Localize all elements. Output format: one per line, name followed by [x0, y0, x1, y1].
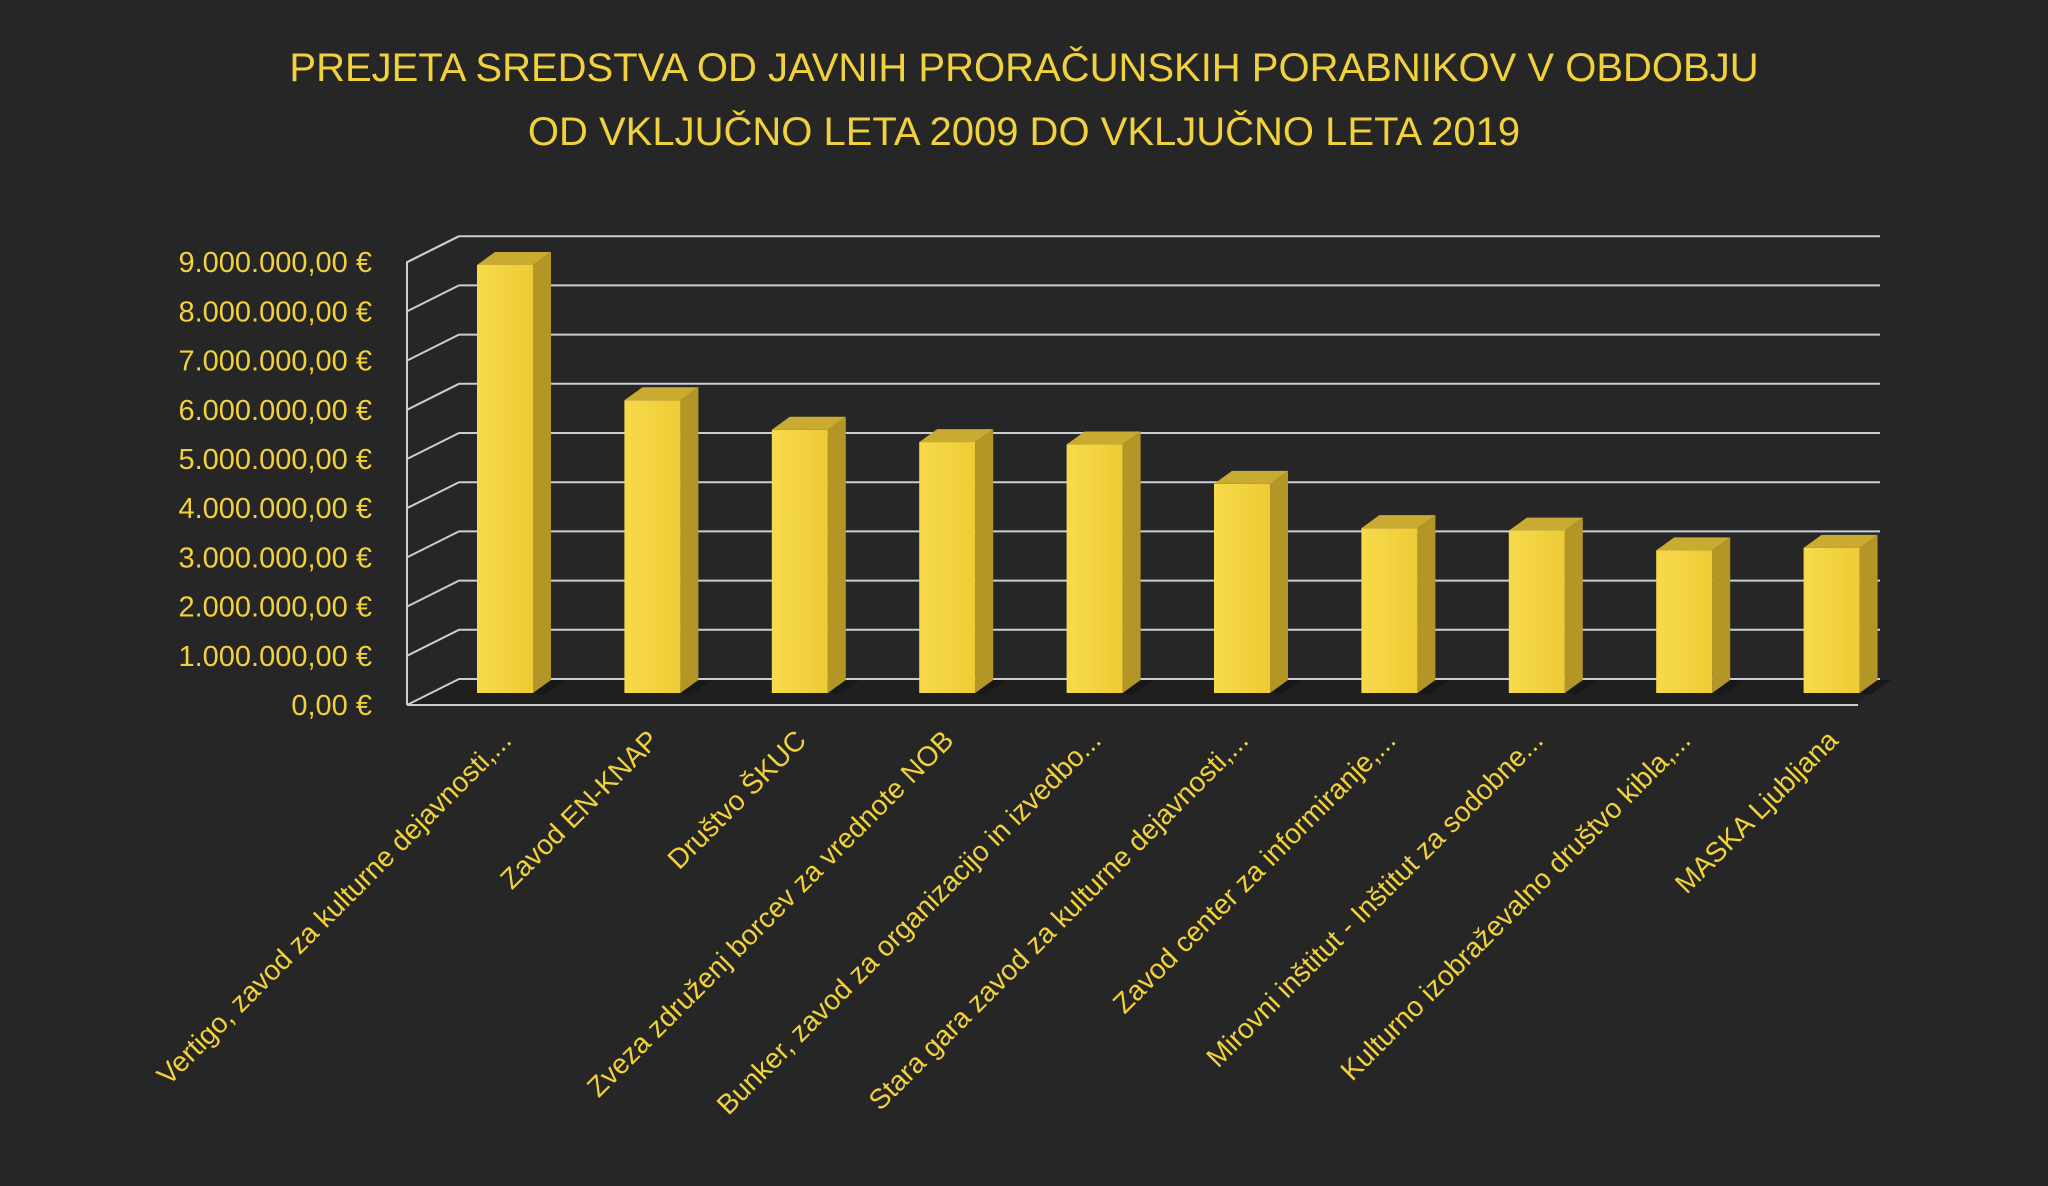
bar-side [680, 387, 699, 693]
y-tick-label: 9.000.000,00 € [178, 247, 372, 279]
y-tick-label: 7.000.000,00 € [178, 346, 372, 378]
x-tick-label: MASKA Ljubljana [1669, 724, 1844, 899]
y-tick-label: 6.000.000,00 € [178, 395, 372, 427]
bar-top [1656, 537, 1731, 551]
bar-top [1214, 470, 1288, 484]
x-tick-label: Mirovni inštitut - Inštitut za sodobne..… [1200, 724, 1549, 1073]
bar-shadow [1859, 680, 1892, 695]
bar-top [1066, 431, 1141, 445]
bar-top [919, 429, 994, 443]
bar-top [477, 251, 551, 265]
y-tick-label: 0,00 € [291, 690, 372, 722]
bar [477, 251, 565, 695]
gridline [406, 432, 1880, 460]
bar-front [477, 264, 533, 693]
bars [477, 251, 1892, 695]
bar [1066, 431, 1155, 695]
bar-shadow [680, 680, 713, 695]
bar-shadow [1712, 680, 1745, 695]
bar [771, 416, 860, 695]
bar-shadow [1122, 680, 1155, 695]
bar-side [1712, 537, 1731, 693]
bar-shadow [1417, 680, 1450, 695]
y-tick-label: 3.000.000,00 € [178, 542, 372, 574]
bar-top [1803, 534, 1878, 548]
bar-side [1859, 534, 1878, 693]
bar-shadow [533, 680, 565, 695]
bar-front [1803, 547, 1860, 693]
bar-front [771, 429, 828, 693]
bar-front [1361, 528, 1418, 693]
bar-top [771, 416, 846, 430]
bar-shadow [1270, 680, 1302, 695]
bar-front [1066, 444, 1123, 693]
x-tick-label: Zavod center za informiranje,... [1107, 724, 1402, 1019]
bar-front [1214, 483, 1270, 693]
chart-title: PREJETA SREDSTVA OD JAVNIH PRORAČUNSKIH … [289, 45, 1758, 154]
bar [919, 429, 1008, 695]
chart-title-line-1: PREJETA SREDSTVA OD JAVNIH PRORAČUNSKIH … [289, 45, 1758, 90]
bar-shadow [827, 680, 860, 695]
bar [1656, 537, 1745, 695]
bar-front [919, 442, 976, 693]
bar [1361, 515, 1450, 695]
bar-front [624, 400, 681, 693]
bar-side [827, 416, 846, 693]
gridline [406, 333, 1880, 362]
gridline [406, 235, 1880, 264]
bar [1508, 517, 1597, 695]
bar-side [1564, 517, 1583, 693]
y-tick-label: 2.000.000,00 € [178, 592, 372, 624]
bar [1803, 534, 1892, 695]
gridline [406, 481, 1880, 510]
bar-front [1508, 530, 1565, 693]
bar-side [533, 251, 551, 693]
bar-side [975, 429, 994, 693]
chart-title-line-2: OD VKLJUČNO LETA 2009 DO VKLJUČNO LETA 2… [528, 109, 1520, 154]
x-tick-label: Vertigo, zavod za kulturne dejavnosti,..… [151, 724, 517, 1090]
y-tick-label: 8.000.000,00 € [178, 296, 372, 328]
bar-side [1270, 470, 1288, 693]
bar-shadow [1564, 680, 1597, 695]
y-tick-label: 5.000.000,00 € [178, 444, 372, 476]
bar-top [1508, 517, 1583, 531]
gridline [406, 382, 1880, 411]
y-axis-wall-line [406, 235, 460, 705]
x-tick-label: Društvo ŠKUC [661, 724, 812, 875]
bar-side [1122, 431, 1141, 693]
bar-front [1656, 550, 1713, 693]
bar-shadow [975, 680, 1008, 695]
x-tick-label: Zavod EN-KNAP [494, 724, 664, 894]
y-tick-label: 1.000.000,00 € [178, 641, 372, 673]
y-axis-tick-labels: 0,00 € 1.000.000,00 € 2.000.000,00 € 3.000.… [178, 247, 372, 722]
bar-top [1361, 515, 1436, 529]
bar-top [624, 387, 699, 401]
bar [624, 387, 713, 695]
y-tick-label: 4.000.000,00 € [178, 493, 372, 525]
bar [1214, 470, 1302, 695]
gridline [406, 284, 1880, 313]
bar-side [1417, 515, 1436, 693]
x-axis-tick-labels: Vertigo, zavod za kulturne dejavnosti,..… [151, 724, 1844, 1120]
